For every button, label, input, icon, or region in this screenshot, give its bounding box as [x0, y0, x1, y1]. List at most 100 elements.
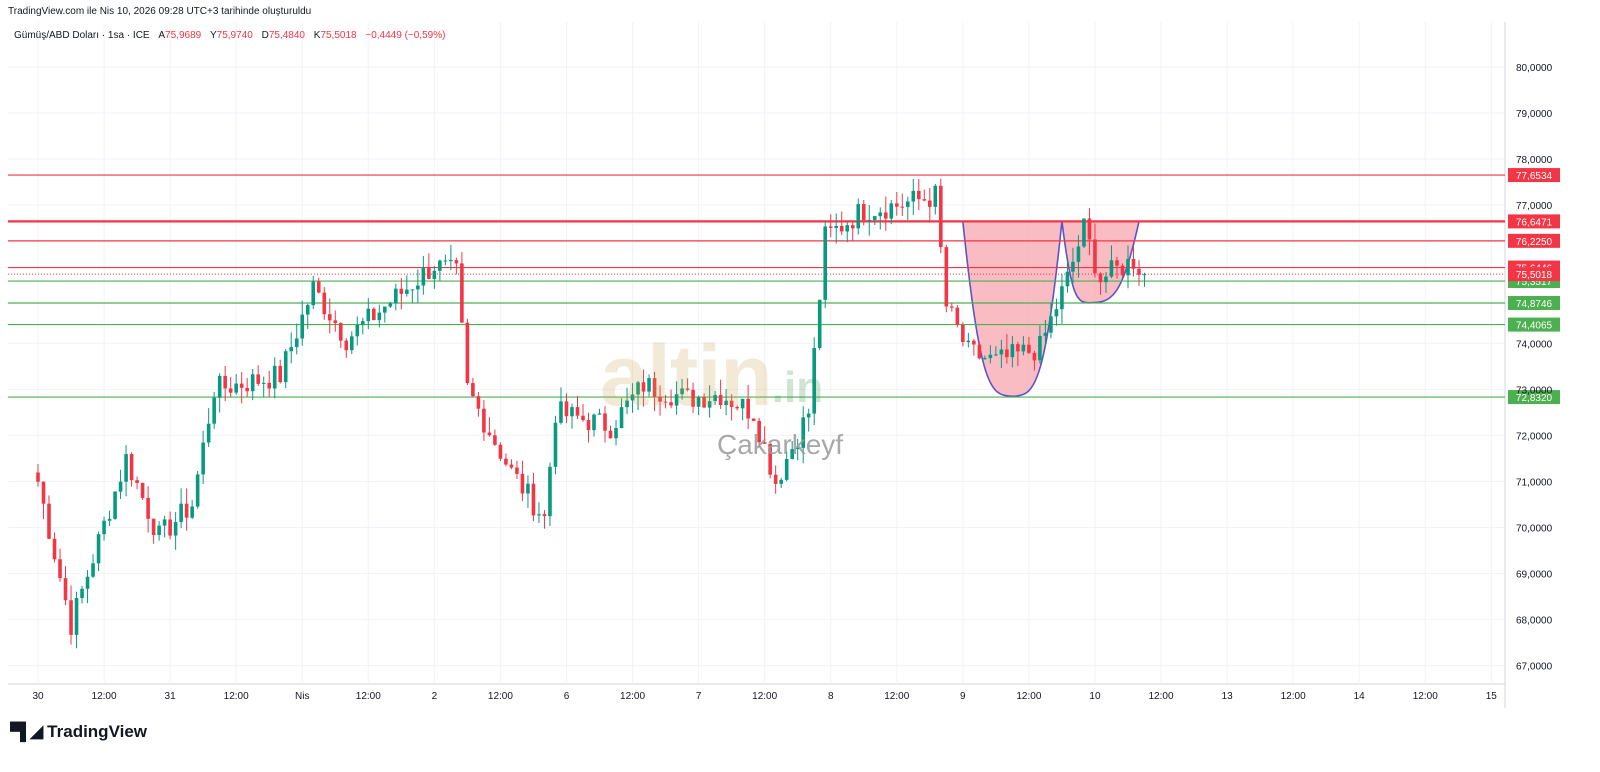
x-tick-label: 31	[165, 691, 177, 702]
candle-down	[658, 396, 662, 402]
candle-up	[806, 413, 811, 418]
candle-down	[41, 481, 46, 504]
candle-down	[344, 340, 349, 351]
symbol-legend[interactable]: Gümüş/ABD Doları · 1sa · ICE A75,9689 Y7…	[14, 30, 445, 41]
candle-down	[36, 472, 40, 482]
watermark-author: Çakarkeyf	[717, 429, 844, 460]
candle-up	[619, 407, 624, 429]
candle-up	[1049, 316, 1053, 333]
candle-up	[157, 525, 161, 536]
x-tick-label: 12:00	[224, 691, 249, 702]
price-badge	[1508, 214, 1560, 229]
candle-up	[1109, 260, 1114, 277]
candle-up	[1076, 246, 1081, 262]
candle-down	[498, 444, 503, 459]
x-tick-label: 7	[696, 691, 702, 702]
candle-up	[1054, 309, 1059, 317]
tradingview-brand[interactable]: ▀▌◢ TradingView	[10, 722, 147, 742]
candle-down	[338, 323, 343, 341]
candle-up	[1038, 335, 1042, 361]
candle-down	[944, 247, 949, 307]
price-axis[interactable]: 67,0000 68,0000 69,0000 70,0000 71,0000 72,00…	[1516, 63, 1553, 673]
grid	[8, 22, 1506, 708]
candle-up	[107, 518, 112, 521]
y-tick-label: 79,0000	[1516, 109, 1553, 120]
close-label: K	[313, 30, 321, 41]
current-price-badge	[1508, 267, 1560, 282]
horizontal-levels[interactable]: 77,653476,647176,225075,644675,351774,87…	[8, 168, 1560, 405]
candle-down	[278, 365, 283, 383]
candle-down	[735, 406, 739, 409]
candle-down	[702, 397, 706, 408]
candle-up	[102, 520, 106, 535]
handle-fill	[1061, 221, 1139, 303]
watermark-suffix: .in	[771, 363, 824, 412]
candle-down	[757, 420, 761, 443]
candle-up	[349, 336, 354, 351]
candle-down	[922, 199, 927, 201]
candle-down	[581, 415, 585, 421]
candle-up	[261, 382, 266, 384]
candle-up	[597, 413, 602, 415]
candle-up	[212, 397, 216, 424]
candle-up	[994, 354, 998, 356]
candle-up	[305, 305, 310, 315]
candle-down	[333, 320, 338, 324]
x-tick-label: 12:00	[1413, 691, 1438, 702]
time-axis[interactable]: 30 12:00 31 12:00 Nis 12:00 2 12:00 6 12:00 7 12:00…	[32, 691, 1497, 702]
candle-up	[1104, 276, 1108, 283]
candle-down	[520, 473, 525, 494]
candle-down	[460, 263, 464, 323]
candle-down	[493, 435, 497, 445]
candle-down	[372, 308, 376, 321]
candle-down	[454, 260, 459, 264]
candle-up	[118, 481, 123, 492]
candle-down	[267, 382, 272, 389]
candle-down	[663, 401, 668, 403]
candle-up	[548, 466, 552, 517]
tradingview-logo-icon: ▀▌◢	[10, 722, 43, 741]
x-tick-label: 10	[1089, 691, 1101, 702]
candle-up	[388, 303, 393, 307]
candle-down	[977, 344, 982, 359]
symbol-name[interactable]: Gümüş/ABD Doları · 1sa · ICE	[14, 30, 150, 41]
candle-up	[823, 226, 828, 300]
candle-up	[1126, 258, 1130, 276]
brand-name: TradingView	[47, 722, 147, 741]
candle-up	[360, 321, 365, 325]
candle-up	[438, 260, 442, 271]
candle-up	[889, 203, 894, 219]
candle-up	[283, 351, 288, 383]
candle-down	[603, 413, 607, 431]
open-label: A	[158, 30, 166, 41]
candle-down	[327, 314, 332, 321]
candle-up	[636, 382, 640, 395]
candle-up	[1010, 344, 1015, 358]
candle-up	[217, 375, 222, 398]
y-tick-label: 68,0000	[1516, 616, 1553, 627]
candle-up	[294, 338, 299, 348]
candle-down	[1027, 344, 1031, 353]
x-tick-label: 30	[32, 691, 44, 702]
candle-up	[416, 285, 420, 290]
y-tick-label: 73,0000	[1516, 385, 1553, 396]
candle-down	[1016, 344, 1020, 352]
y-tick-label: 72,0000	[1516, 431, 1553, 442]
candle-up	[201, 442, 205, 475]
candle-up	[630, 394, 635, 401]
candle-up	[1043, 332, 1048, 336]
candle-up	[784, 458, 789, 480]
price-badge-label: 75,3517	[1516, 277, 1553, 288]
candle-down	[168, 519, 172, 536]
candle-down	[184, 503, 189, 518]
candle-up	[383, 306, 387, 313]
cup-curve	[962, 221, 1063, 398]
high-label: Y	[209, 30, 217, 41]
candle-down	[140, 482, 145, 498]
candle-up	[366, 308, 371, 322]
candle-down	[839, 225, 844, 232]
candle-up	[289, 347, 294, 352]
candle-down	[950, 306, 954, 308]
candle-down	[465, 322, 470, 384]
